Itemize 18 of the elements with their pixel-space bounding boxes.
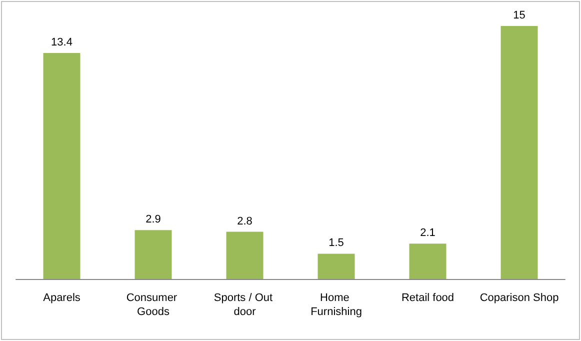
x-tick-label: Consumer Goods [126,292,180,318]
x-tick-label: Coparison Shop [480,292,559,304]
bar [43,52,80,279]
data-label: 2.1 [420,227,436,240]
bar [318,254,355,279]
data-label: 1.5 [328,237,344,250]
x-tick-label: Home Furnishing [310,292,362,318]
data-label: 2.9 [146,214,161,226]
x-tick-label: Sports / Out door [214,292,276,318]
bar [409,244,446,279]
data-label: 15 [513,10,526,22]
bar [134,230,172,279]
x-tick-label: Aparels [43,292,81,304]
bar [226,232,264,279]
data-label: 13.4 [51,36,72,48]
bar [500,26,538,279]
data-label: 2.8 [237,215,252,228]
x-tick-label: Retail food [401,292,454,304]
